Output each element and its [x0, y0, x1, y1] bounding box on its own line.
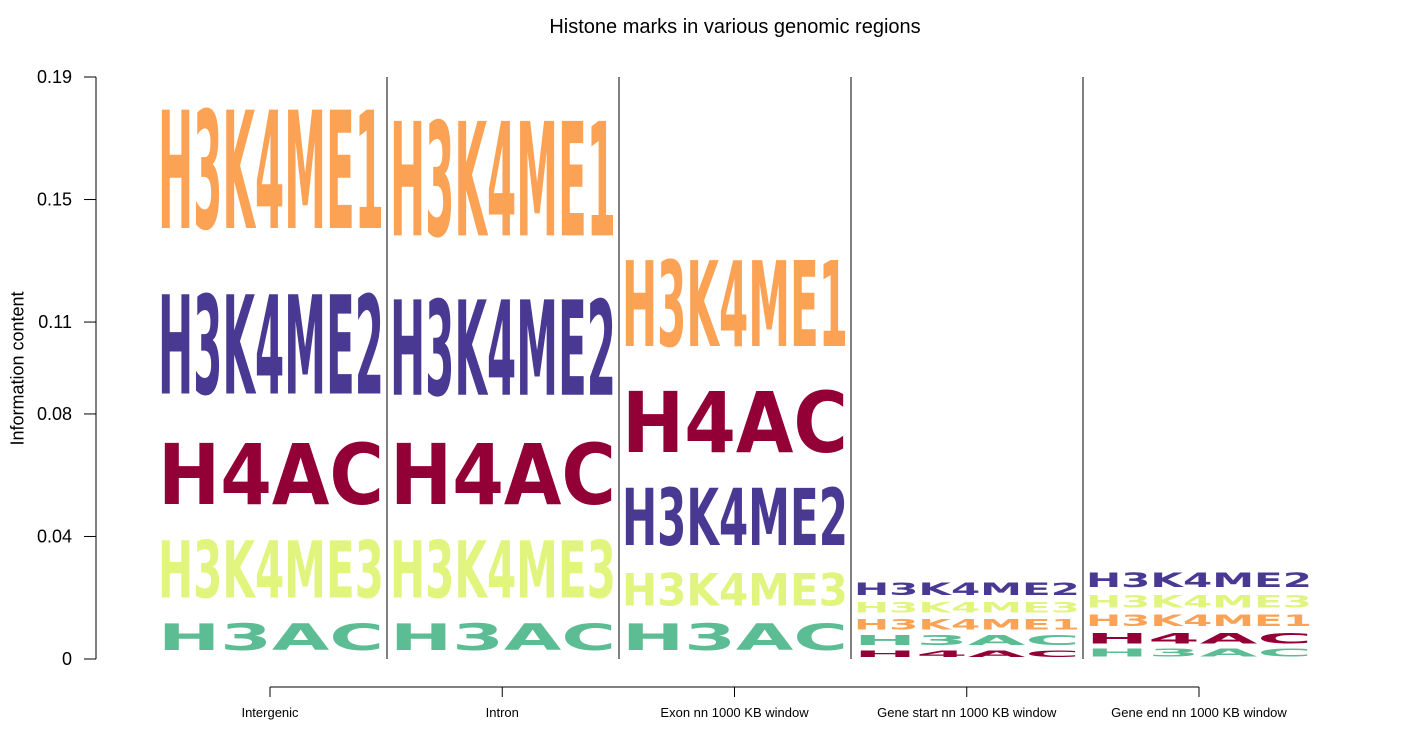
logo-letter-h3ac: H3AC [854, 633, 1080, 648]
logo-letter-h4ac: H4AC [158, 426, 384, 524]
logo-letter-h4ac: H4AC [622, 374, 848, 472]
x-tick-label: Exon nn 1000 KB window [660, 705, 809, 720]
logo-letter-h3ac: H3AC [390, 616, 616, 659]
logo-letter-h3k4me1: H3K4ME1 [854, 617, 1080, 634]
logo-letter-h3k4me2: H3K4ME2 [1086, 569, 1312, 592]
logo-letter-h3ac: H3AC [158, 616, 384, 659]
logo-letter-h4ac: H4AC [390, 426, 616, 524]
y-tick-label: 0.19 [37, 67, 72, 87]
logo-letter-h3k4me2: H3K4ME2 [622, 473, 848, 564]
logo-letter-h3k4me2: H3K4ME2 [854, 579, 1080, 599]
logo-letter-h3k4me2: H3K4ME2 [390, 274, 616, 426]
x-tick-label: Intergenic [241, 705, 299, 720]
logo-letter-h3ac: H3AC [1086, 647, 1312, 659]
logo-letter-h3k4me3: H3K4ME3 [158, 525, 384, 616]
logo-letter-h4ac: H4AC [1086, 630, 1312, 647]
logo-letter-h3ac: H3AC [622, 616, 848, 659]
logo-letter-h3k4me3: H3K4ME3 [854, 600, 1080, 617]
logo-letter-h4ac: H4AC [854, 648, 1080, 659]
logo-letter-h3k4me1: H3K4ME1 [622, 237, 848, 374]
x-tick-label: Intron [486, 705, 519, 720]
logo-letter-h3k4me3: H3K4ME3 [622, 565, 848, 616]
x-tick-label: Gene end nn 1000 KB window [1111, 705, 1287, 720]
y-tick-label: 0 [62, 649, 72, 669]
y-tick-label: 0.15 [37, 190, 72, 210]
logo-letter-h3k4me1: H3K4ME1 [1086, 612, 1312, 630]
y-tick-label: 0.04 [37, 526, 72, 546]
logo-letter-h3k4me3: H3K4ME3 [1086, 592, 1312, 612]
chart-title: Histone marks in various genomic regions [549, 16, 921, 38]
logo-letter-h3k4me2: H3K4ME2 [158, 267, 384, 426]
logo-letter-h3k4me3: H3K4ME3 [390, 525, 616, 616]
logo-letter-h3k4me1: H3K4ME1 [158, 77, 384, 266]
y-tick-label: 0.08 [37, 404, 72, 424]
x-tick-label: Gene start nn 1000 KB window [877, 705, 1057, 720]
y-tick-label: 0.11 [38, 312, 72, 332]
logo-letter-h3k4me1: H3K4ME1 [390, 91, 616, 274]
